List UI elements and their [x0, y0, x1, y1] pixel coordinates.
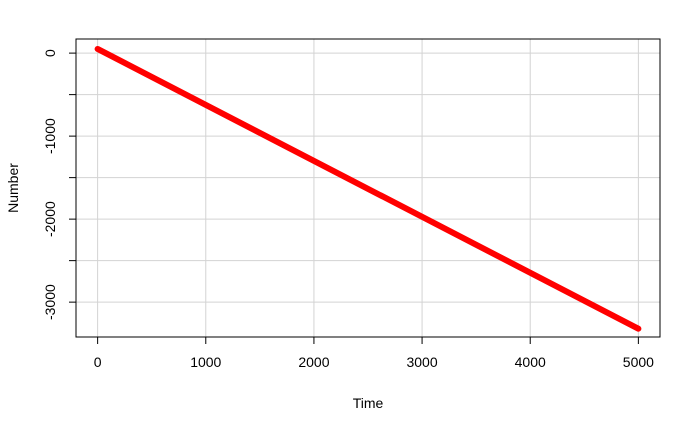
x-tick-label: 5000: [623, 354, 654, 370]
series-layer: [94, 45, 642, 332]
y-tick-label: 0: [42, 49, 58, 57]
x-axis: 0 1000 2000 3000 4000 5000: [94, 336, 654, 370]
x-tick-label: 1000: [190, 354, 221, 370]
x-tick-label: 0: [94, 354, 102, 370]
y-tick-label: -3000: [42, 284, 58, 320]
y-axis: 0 -1000 -2000 -3000: [42, 49, 77, 320]
x-tick-label: 3000: [406, 354, 437, 370]
series-line: [94, 45, 642, 332]
x-tick-label: 2000: [298, 354, 329, 370]
grid: [76, 39, 660, 337]
x-tick-label: 4000: [515, 354, 546, 370]
y-tick-label: -1000: [42, 118, 58, 154]
x-axis-title: Time: [353, 395, 384, 411]
y-axis-title: Number: [5, 163, 21, 213]
y-tick-label: -2000: [42, 201, 58, 237]
